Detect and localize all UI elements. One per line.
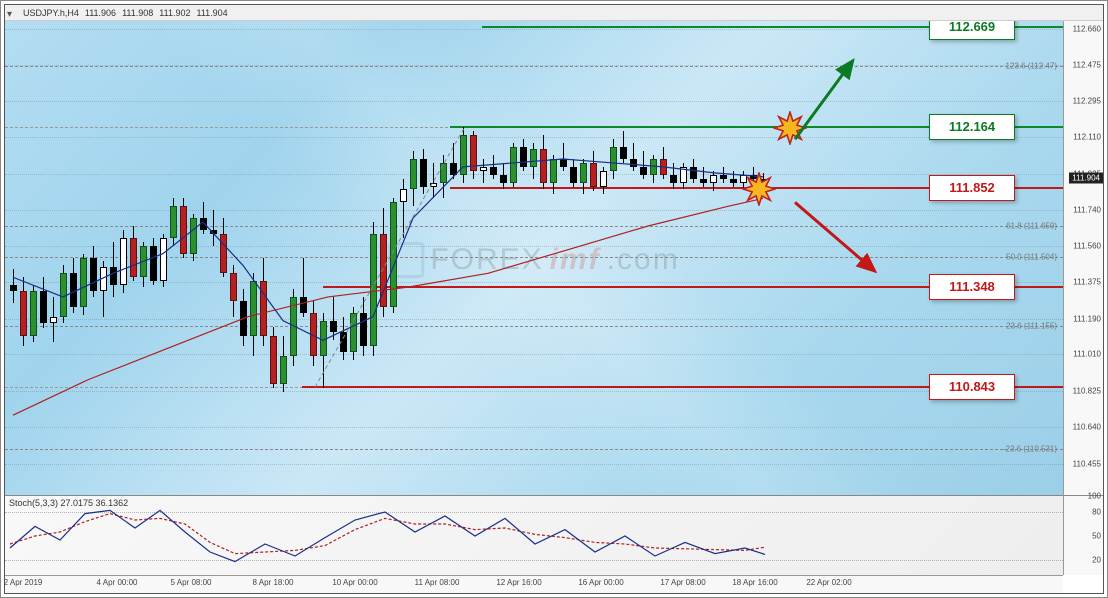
price-tick: 111.190 (1073, 314, 1101, 323)
fib-label: 61.8 (111.659) (1006, 222, 1057, 231)
price-tick: 111.375 (1073, 278, 1101, 287)
stoch-tick: 100 (1088, 492, 1101, 501)
time-tick: 2 Apr 2019 (4, 578, 43, 587)
ohlc-close: 111.904 (196, 5, 227, 20)
watermark-imf: imf (550, 243, 601, 277)
ohlc-high: 111.908 (122, 5, 153, 20)
fib-line (5, 66, 1063, 67)
green-level-box: 112.164 (929, 114, 1015, 140)
watermark-com: .com (607, 243, 680, 277)
grid-line (5, 319, 1063, 320)
price-tick: 110.455 (1073, 459, 1101, 468)
grid-line (5, 137, 1063, 138)
price-tick: 111.740 (1073, 206, 1101, 215)
red-level-box: 110.843 (929, 374, 1015, 400)
stochastic-axis: 100 80 50 20 (1063, 495, 1103, 575)
grid-line (5, 391, 1063, 392)
breakout-burst-icon (742, 172, 774, 204)
fib-label: -23.6 (110.531) (1003, 444, 1057, 453)
grid-line (5, 174, 1063, 175)
time-tick: 17 Apr 08:00 (660, 578, 705, 587)
breakout-burst-icon (773, 111, 805, 143)
symbol-label: USDJPY.h,H4 (23, 5, 79, 20)
price-tick: 111.010 (1073, 350, 1101, 359)
price-axis: 112.660112.475112.295112.110111.925111.7… (1063, 21, 1103, 499)
time-tick: 11 Apr 08:00 (415, 578, 460, 587)
price-tick: 110.825 (1073, 386, 1101, 395)
red-level-box: 111.348 (929, 274, 1015, 300)
stoch-tick: 80 (1092, 508, 1101, 517)
stochastic-panel[interactable]: Stoch(5,3,3) 27.0175 36.1362 (5, 495, 1063, 575)
price-tick: 112.110 (1073, 133, 1101, 142)
grid-line (5, 427, 1063, 428)
chart-header: ▾ USDJPY.h,H4 111.906 111.908 111.902 11… (5, 5, 1103, 21)
fib-line (5, 326, 1063, 327)
fib-label: 50.0 (111.504) (1006, 252, 1057, 261)
time-tick: 8 Apr 18:00 (253, 578, 294, 587)
fib-line (5, 449, 1063, 450)
fib-line (5, 226, 1063, 227)
stoch-tick: 50 (1092, 532, 1101, 541)
ohlc-low: 111.902 (159, 5, 190, 20)
fib-label: 23.6 (111.155) (1006, 321, 1057, 330)
stoch-tick: 20 (1092, 556, 1101, 565)
grid-line (5, 101, 1063, 102)
red-level-box: 111.852 (929, 175, 1015, 201)
time-tick: 16 Apr 00:00 (578, 578, 623, 587)
dropdown-arrow-icon[interactable]: ▾ (7, 7, 19, 19)
price-tick: 111.560 (1073, 241, 1101, 250)
fib-label: 123.6 (112.47) (1006, 62, 1057, 71)
price-tick: 112.295 (1073, 96, 1101, 105)
grid-line (5, 464, 1063, 465)
time-axis: 2 Apr 2019 4 Apr 00:00 5 Apr 08:00 8 Apr 18… (5, 575, 1063, 593)
chart-window: ▾ USDJPY.h,H4 111.906 111.908 111.902 11… (4, 4, 1104, 594)
price-tick: 112.475 (1073, 61, 1101, 70)
grid-line (5, 29, 1063, 30)
watermark-forex: FOREX (430, 243, 543, 277)
time-tick: 5 Apr 08:00 (171, 578, 212, 587)
watermark-logo: FOREXimf.com (388, 242, 679, 278)
time-tick: 22 Apr 02:00 (806, 578, 851, 587)
grid-line (5, 354, 1063, 355)
main-chart-area[interactable]: FOREXimf.com 123.6 (112.47) 61.8 (111.659… (5, 21, 1063, 499)
ohlc-open: 111.906 (85, 5, 116, 20)
price-tick: 112.660 (1073, 24, 1101, 33)
green-level-box: 112.669 (929, 21, 1015, 40)
time-tick: 18 Apr 16:00 (732, 578, 777, 587)
grid-line (5, 210, 1063, 211)
current-price-tag: 111.904 (1069, 172, 1103, 183)
price-tick: 110.640 (1073, 423, 1101, 432)
time-tick: 12 Apr 16:00 (496, 578, 541, 587)
time-tick: 4 Apr 00:00 (97, 578, 138, 587)
time-tick: 10 Apr 00:00 (332, 578, 377, 587)
